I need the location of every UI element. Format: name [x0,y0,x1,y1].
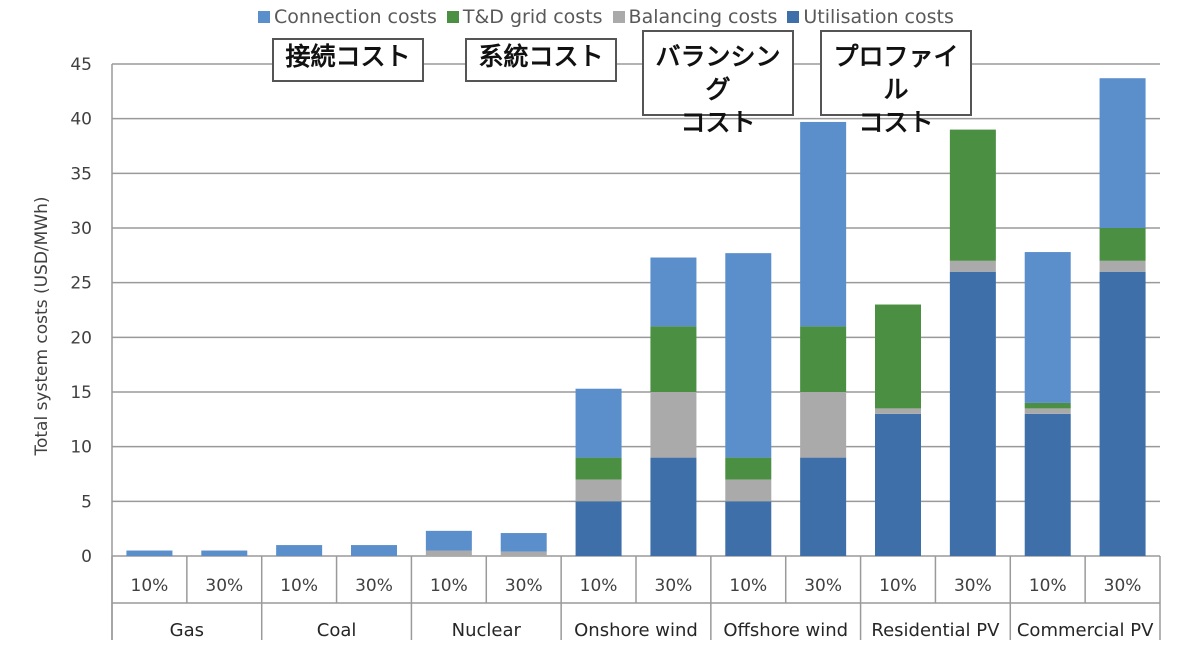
bar-segment-balancing-costs [500,551,547,556]
x-tick-label: 30% [205,576,243,596]
legend-label: Utilisation costs [803,6,954,28]
bar-segment-utilisation-costs [1024,413,1071,556]
bar-segment-utilisation-costs [725,501,772,556]
x-tick-label: 10% [1029,576,1067,596]
x-group-label: Residential PV [871,620,1000,641]
bar-segment-connection-costs [500,533,547,552]
bar-segment-connection-costs [800,121,847,327]
y-tick-label: 10 [70,438,92,458]
x-group-label: Nuclear [452,620,522,641]
bar-segment-t-d-grid-costs [949,129,996,261]
bar-segment-t-d-grid-costs [650,326,697,392]
y-tick-label: 5 [81,492,92,512]
bar-segment-t-d-grid-costs [725,457,772,480]
bar-segment-connection-costs [201,550,248,556]
bar-segment-connection-costs [425,530,472,551]
bar-segment-balancing-costs [875,408,921,414]
annotation-balancing-cost: バランシング コスト [642,30,794,137]
y-tick-label: 35 [70,164,92,184]
bar-segment-balancing-costs [725,479,772,502]
bar-segment-connection-costs [1099,78,1146,228]
legend-item: Balancing costs [612,6,778,28]
annotation-grid-cost: 系統コスト [465,38,617,82]
legend-item: T&D grid costs [446,6,603,28]
y-tick-label: 30 [70,219,92,239]
y-tick-label: 15 [70,383,92,403]
x-tick-label: 30% [655,576,693,596]
x-tick-label: 10% [879,576,917,596]
legend-swatch [446,11,459,23]
x-tick-label: 10% [430,576,468,596]
x-tick-label: 30% [355,576,393,596]
bar-segment-t-d-grid-costs [1024,402,1071,409]
bar-segment-t-d-grid-costs [1099,228,1146,261]
annotation-connection-cost: 接続コスト [272,38,424,82]
y-tick-label: 45 [70,55,92,75]
legend-item: Connection costs [258,6,437,28]
x-group-label: Onshore wind [574,620,698,641]
legend: Connection costs T&D grid costs Balancing … [258,6,954,28]
y-tick-label: 20 [70,328,92,348]
x-tick-label: 30% [804,576,842,596]
legend-label: T&D grid costs [462,6,603,28]
legend-swatch [787,11,800,23]
bar-segment-balancing-costs [1024,408,1071,414]
x-tick-label: 30% [954,576,992,596]
bar-segment-t-d-grid-costs [575,457,622,480]
x-tick-label: 30% [1104,576,1142,596]
bar-segment-connection-costs [351,545,397,556]
x-tick-label: 10% [131,576,169,596]
bar-segment-balancing-costs [949,260,996,272]
bar-segment-t-d-grid-costs [875,304,921,409]
bar-segment-connection-costs [725,253,772,458]
y-tick-label: 0 [81,547,92,567]
bar-segment-utilisation-costs [575,501,622,556]
bar-segment-connection-costs [575,388,622,458]
x-tick-label: 10% [729,576,767,596]
bar-segment-connection-costs [126,550,173,556]
x-group-label: Coal [317,620,357,641]
y-tick-label: 25 [70,274,92,294]
legend-item: Utilisation costs [787,6,954,28]
bar-segment-utilisation-costs [875,413,921,556]
bar-segment-connection-costs [1024,252,1071,403]
bar-segment-utilisation-costs [949,271,996,556]
x-tick-label: 10% [580,576,618,596]
bar-segment-balancing-costs [1099,260,1146,272]
legend-swatch [258,11,270,23]
bar-segment-balancing-costs [425,550,472,556]
legend-swatch [612,11,625,23]
bar-segment-utilisation-costs [650,457,697,556]
bar-segment-t-d-grid-costs [800,326,847,392]
y-axis-label: Total system costs (USD/MWh) [32,196,52,456]
bar-segment-utilisation-costs [800,457,847,556]
x-tick-label: 10% [280,576,318,596]
legend-label: Balancing costs [628,6,778,28]
bar-segment-balancing-costs [650,392,697,458]
bar-segment-connection-costs [276,545,323,556]
legend-label: Connection costs [274,6,437,28]
y-tick-label: 40 [70,110,92,130]
annotation-profile-cost: プロファイル コスト [820,30,972,137]
x-group-label: Commercial PV [1017,620,1154,641]
x-group-label: Gas [170,620,204,641]
bar-segment-connection-costs [650,257,697,327]
bar-segment-balancing-costs [575,479,622,502]
x-group-label: Offshore wind [723,620,848,641]
x-tick-label: 30% [505,576,543,596]
bar-segment-utilisation-costs [1099,271,1146,556]
bar-segment-balancing-costs [800,392,847,458]
